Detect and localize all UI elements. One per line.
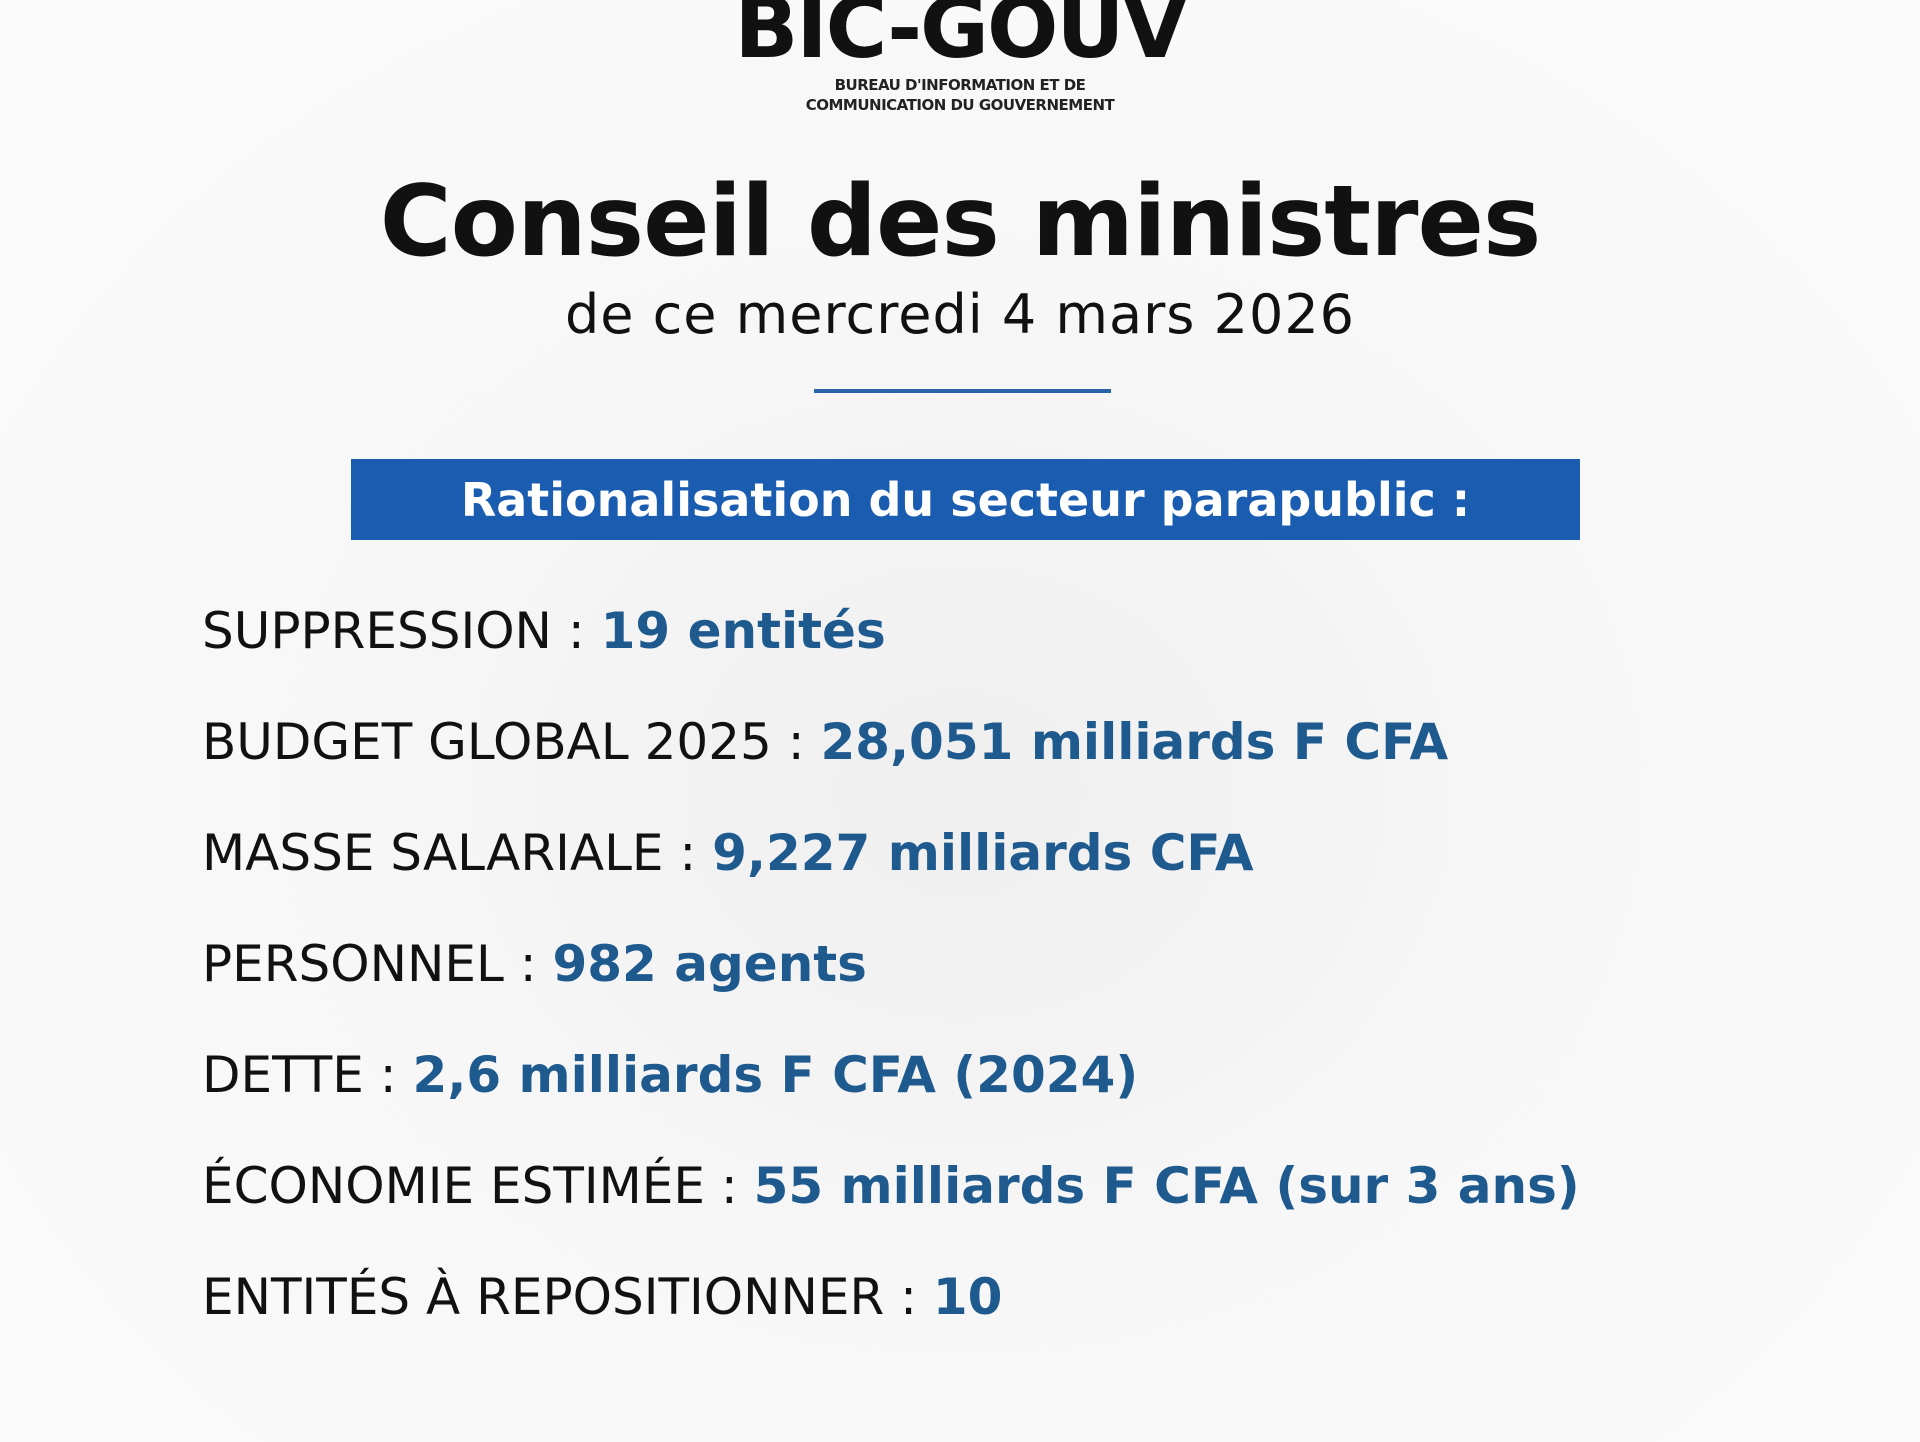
logo-subtitle-line1: BUREAU D'INFORMATION ET DE [834,76,1086,94]
facts-list: SUPPRESSION : 19 entités BUDGET GLOBAL 2… [202,596,1580,1373]
item-value: 9,227 milliards CFA [712,824,1254,882]
list-item: DETTE : 2,6 milliards F CFA (2024) [202,1040,1580,1151]
item-value: 10 [932,1268,1003,1326]
list-item: PERSONNEL : 982 agents [202,929,1580,1040]
item-label: SUPPRESSION : [202,602,601,660]
item-label: PERSONNEL : [202,935,553,993]
item-label: ENTITÉS À REPOSITIONNER : [202,1268,933,1326]
item-value: 55 milliards F CFA (sur 3 ans) [753,1157,1580,1215]
list-item: BUDGET GLOBAL 2025 : 28,051 milliards F … [202,707,1580,818]
page-title: Conseil des ministres [379,165,1542,279]
item-value: 2,6 milliards F CFA (2024) [412,1046,1139,1104]
item-label: DETTE : [202,1046,413,1104]
item-value: 19 entités [600,602,886,660]
list-item: ENTITÉS À REPOSITIONNER : 10 [202,1262,1580,1373]
divider [814,389,1111,393]
list-item: MASSE SALARIALE : 9,227 milliards CFA [202,818,1580,929]
item-value: 982 agents [552,935,867,993]
logo-subtitle-line2: COMMUNICATION DU GOUVERNEMENT [805,96,1115,114]
item-label: BUDGET GLOBAL 2025 : [202,713,821,771]
meeting-date: de ce mercredi 4 mars 2026 [564,283,1356,346]
item-value: 28,051 milliards F CFA [820,713,1449,771]
section-banner: Rationalisation du secteur parapublic : [351,459,1580,540]
logo-bic-gouv: BIC-GOUV [734,0,1187,77]
item-label: ÉCONOMIE ESTIMÉE : [202,1157,754,1215]
list-item: SUPPRESSION : 19 entités [202,596,1580,707]
item-label: MASSE SALARIALE : [202,824,713,882]
list-item: ÉCONOMIE ESTIMÉE : 55 milliards F CFA (s… [202,1151,1580,1262]
